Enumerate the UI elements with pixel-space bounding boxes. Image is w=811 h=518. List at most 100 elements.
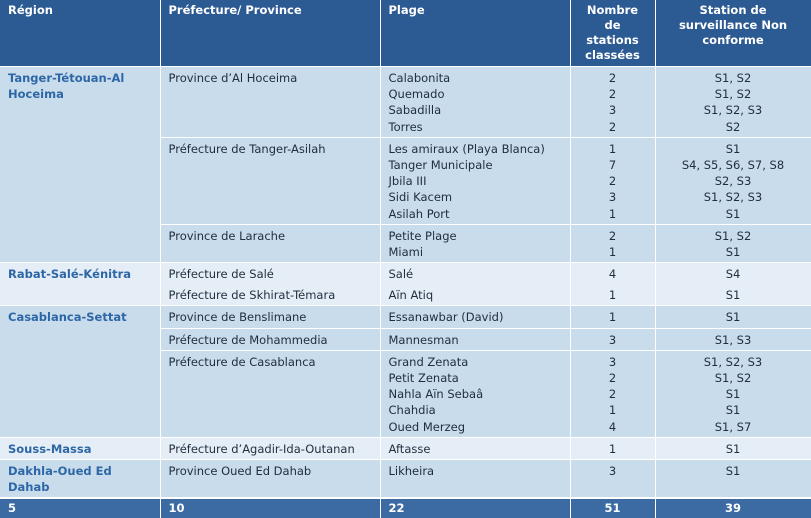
plage-name: Calabonita bbox=[388, 71, 451, 85]
total-stations: 51 bbox=[570, 497, 656, 518]
stations-count-cell: 1 bbox=[570, 305, 656, 329]
header-stations-count: Nombre de stations classées bbox=[570, 0, 656, 67]
plage-name: Les amiraux (Playa Blanca) bbox=[388, 141, 545, 156]
plage-name: Salé bbox=[388, 267, 414, 282]
non-conform-stations: S1, S2 bbox=[714, 87, 752, 102]
non-conform-stations: S1 bbox=[725, 464, 741, 479]
table-row: Province de Larache Petite Plage Miami 2 1 S1… bbox=[0, 223, 811, 263]
non-conform-cell: S1 bbox=[655, 459, 811, 499]
plage-name: Miami bbox=[388, 244, 424, 259]
plage-cell: Mannesman bbox=[380, 327, 571, 351]
non-conform-stations: S1, S2, S3 bbox=[703, 354, 763, 369]
plage-name: Sabadilla bbox=[388, 103, 442, 118]
stations-count-cell: 4 bbox=[570, 262, 656, 285]
plage-name: Oued Merzeg bbox=[388, 419, 466, 434]
total-prefectures: 10 bbox=[160, 497, 381, 518]
stations-count-cell: 1 bbox=[570, 284, 656, 306]
non-conform-cell: S1, S2, S3 S1, S2 S1 S1 S1, S7 bbox=[655, 349, 811, 438]
stations-count: 2 bbox=[608, 87, 617, 102]
prefecture-name: Province d’Al Hoceima bbox=[160, 66, 381, 138]
table-row: Préfecture de Skhirat-Témara Aïn Atiq 1 S1 bbox=[0, 284, 811, 306]
stations-count: 4 bbox=[608, 267, 617, 282]
non-conform-stations: S1, S2 bbox=[714, 371, 752, 386]
plage-name: Essanawbar (David) bbox=[388, 310, 504, 325]
plage-name: Chahdia bbox=[388, 403, 436, 418]
non-conform-cell: S1, S2 S1 bbox=[655, 223, 811, 263]
stations-count-cell: 3 bbox=[570, 327, 656, 351]
stations-count: 3 bbox=[608, 103, 617, 118]
plage-cell: Essanawbar (David) bbox=[380, 305, 571, 329]
stations-count: 1 bbox=[608, 244, 617, 259]
plage-cell: Grand Zenata Petit Zenata Nahla Aïn Sebaâ C… bbox=[380, 349, 571, 438]
non-conform-stations: S1, S2 bbox=[714, 71, 752, 85]
stations-count: 1 bbox=[608, 141, 617, 156]
non-conform-stations: S1, S2 bbox=[714, 228, 752, 243]
non-conform-cell: S1, S2 S1, S2 S1, S2, S3 S2 bbox=[655, 66, 811, 138]
prefecture-name: Préfecture de Skhirat-Témara bbox=[160, 284, 381, 306]
prefecture-name: Préfecture de Mohammedia bbox=[160, 327, 381, 351]
non-conform-stations: S1 bbox=[725, 387, 741, 402]
non-conform-stations: S1 bbox=[725, 441, 741, 456]
plage-name: Petite Plage bbox=[388, 228, 457, 243]
non-conform-cell: S4 bbox=[655, 262, 811, 285]
non-conform-stations: S1 bbox=[725, 141, 741, 156]
prefecture-name: Préfecture d’Agadir-Ida-Outanan bbox=[160, 436, 381, 460]
plage-name: Petit Zenata bbox=[388, 371, 459, 386]
non-conform-stations: S1, S3 bbox=[714, 332, 752, 347]
region-group: Rabat-Salé-Kénitra Préfecture de Salé Salé… bbox=[0, 262, 811, 306]
plage-name: Nahla Aïn Sebaâ bbox=[388, 387, 484, 402]
non-conform-cell: S1 bbox=[655, 305, 811, 329]
total-plages: 22 bbox=[380, 497, 571, 518]
region-name: Casablanca-Settat bbox=[0, 305, 161, 438]
table-row: Tanger-Tétouan-Al Hoceima Province d’Al H… bbox=[0, 65, 811, 263]
non-conform-stations: S4 bbox=[725, 267, 741, 282]
non-conform-stations: S2, S3 bbox=[714, 174, 752, 189]
stations-count: 1 bbox=[608, 403, 617, 418]
header-plage: Plage bbox=[380, 0, 571, 67]
non-conform-stations: S1 bbox=[725, 288, 741, 303]
region-name: Rabat-Salé-Kénitra bbox=[0, 262, 161, 306]
total-regions: 5 bbox=[0, 497, 161, 518]
table-row: Préfecture de Mohammedia Mannesman 3 S1, S3 bbox=[0, 327, 811, 351]
stations-count: 1 bbox=[608, 288, 617, 303]
stations-count-cell: 1 bbox=[570, 436, 656, 460]
header-row: Région Préfecture/ Province Plage Nombre… bbox=[0, 0, 811, 67]
plage-name: Torres bbox=[388, 119, 423, 134]
non-conform-stations: S4, S5, S6, S7, S8 bbox=[681, 157, 785, 172]
non-conform-stations: S1 bbox=[725, 206, 741, 221]
plage-name: Sidi Kacem bbox=[388, 190, 453, 205]
plage-name: Jbila III bbox=[388, 174, 427, 189]
region-group: Souss-Massa Préfecture d’Agadir-Ida-Outan… bbox=[0, 436, 811, 460]
region-group: Casablanca-Settat Province de Benslimane E… bbox=[0, 305, 811, 438]
stations-count: 2 bbox=[608, 174, 617, 189]
table-row: Souss-Massa Préfecture d’Agadir-Ida-Outan… bbox=[0, 436, 811, 460]
stations-count: 2 bbox=[608, 119, 617, 134]
prefecture-name: Province Oued Ed Dahab bbox=[160, 459, 381, 499]
stations-count: 7 bbox=[608, 157, 617, 172]
non-conform-cell: S1 bbox=[655, 436, 811, 460]
non-conform-stations: S1, S7 bbox=[714, 419, 752, 434]
non-conform-cell: S1 S4, S5, S6, S7, S8 S2, S3 S1, S2, S3 S1 bbox=[655, 136, 811, 225]
non-conform-stations: S1 bbox=[725, 310, 741, 325]
stations-count: 3 bbox=[608, 332, 617, 347]
stations-count: 2 bbox=[608, 228, 617, 243]
plage-name: Tanger Municipale bbox=[388, 157, 493, 172]
plage-cell: Petite Plage Miami bbox=[380, 223, 571, 263]
totals-row: 5 10 22 51 39 bbox=[0, 497, 811, 518]
non-conform-stations: S2 bbox=[725, 119, 741, 134]
non-conform-stations: S1, S2, S3 bbox=[703, 190, 763, 205]
non-conform-stations: S1 bbox=[725, 244, 741, 259]
stations-count: 4 bbox=[608, 419, 617, 434]
total-non-conform: 39 bbox=[655, 497, 811, 518]
table-row: Dakhla-Oued Ed Dahab Province Oued Ed Dah… bbox=[0, 459, 811, 499]
region-group: Dakhla-Oued Ed Dahab Province Oued Ed Dah… bbox=[0, 459, 811, 499]
stations-count: 2 bbox=[608, 387, 617, 402]
prefecture-name: Province de Benslimane bbox=[160, 305, 381, 329]
table-row: Préfecture de Casablanca Grand Zenata Peti… bbox=[0, 349, 811, 438]
stations-count: 1 bbox=[608, 441, 617, 456]
